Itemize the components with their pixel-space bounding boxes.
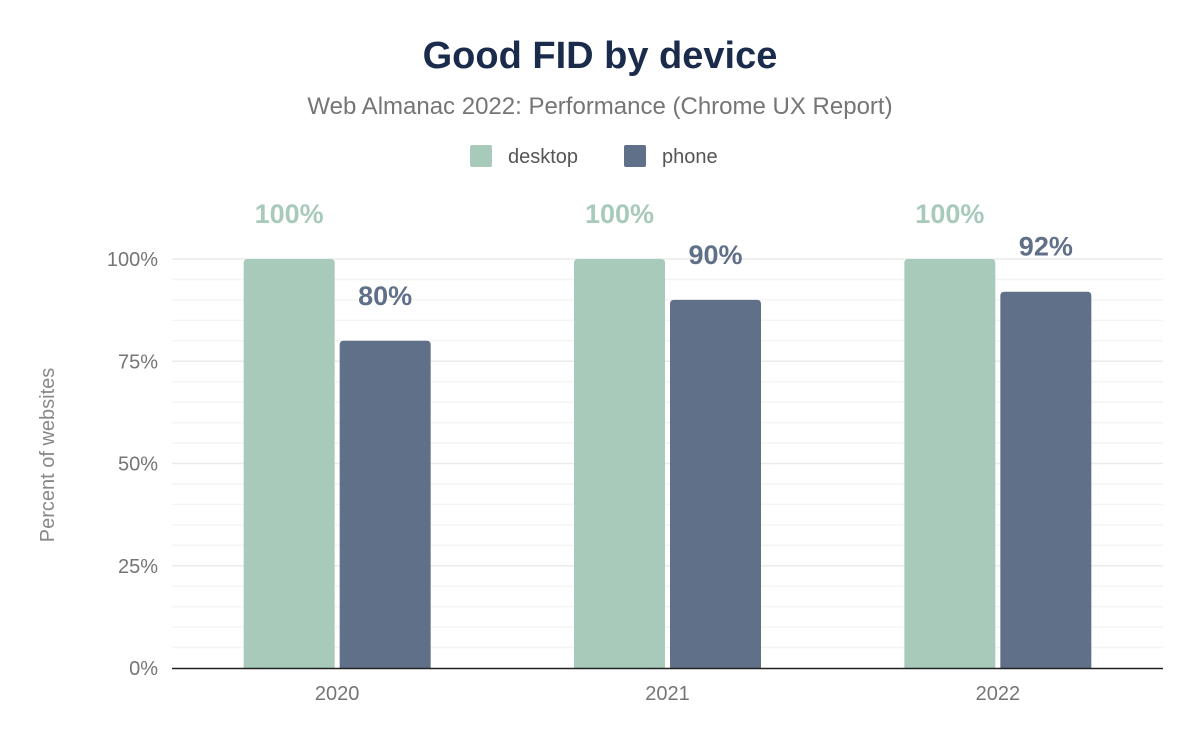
data-label-desktop-2021: 100% <box>585 199 654 229</box>
data-label-phone-2020: 80% <box>358 281 412 311</box>
x-tick-label: 2021 <box>645 683 690 705</box>
y-tick-label: 0% <box>129 658 158 680</box>
x-tick-label: 2022 <box>976 683 1021 705</box>
bar-phone-2022 <box>1000 291 1092 668</box>
bar-desktop-2021 <box>574 259 665 668</box>
chart-subtitle: Web Almanac 2022: Performance (Chrome UX… <box>307 93 892 120</box>
data-label-phone-2022: 92% <box>1019 232 1073 262</box>
legend-swatch-desktop <box>470 145 492 167</box>
x-tick-label: 2020 <box>315 683 360 705</box>
legend-label-phone: phone <box>662 146 718 168</box>
y-tick-label: 75% <box>118 351 158 373</box>
y-tick-label: 25% <box>118 556 158 578</box>
legend-swatch-phone <box>624 145 646 167</box>
data-label-desktop-2020: 100% <box>255 199 324 229</box>
y-tick-label: 50% <box>118 454 158 476</box>
y-tick-label: 100% <box>107 249 158 271</box>
bar-desktop-2020 <box>243 259 335 668</box>
data-label-desktop-2022: 100% <box>915 199 984 229</box>
bar-phone-2020 <box>339 340 431 668</box>
y-axis-label: Percent of websites <box>37 368 59 543</box>
bar-desktop-2022 <box>904 259 996 668</box>
legend-label-desktop: desktop <box>508 146 578 168</box>
bar-phone-2021 <box>670 299 761 668</box>
chart-title: Good FID by device <box>423 35 778 77</box>
data-label-phone-2021: 90% <box>688 240 742 270</box>
legend: desktop phone <box>470 145 718 168</box>
